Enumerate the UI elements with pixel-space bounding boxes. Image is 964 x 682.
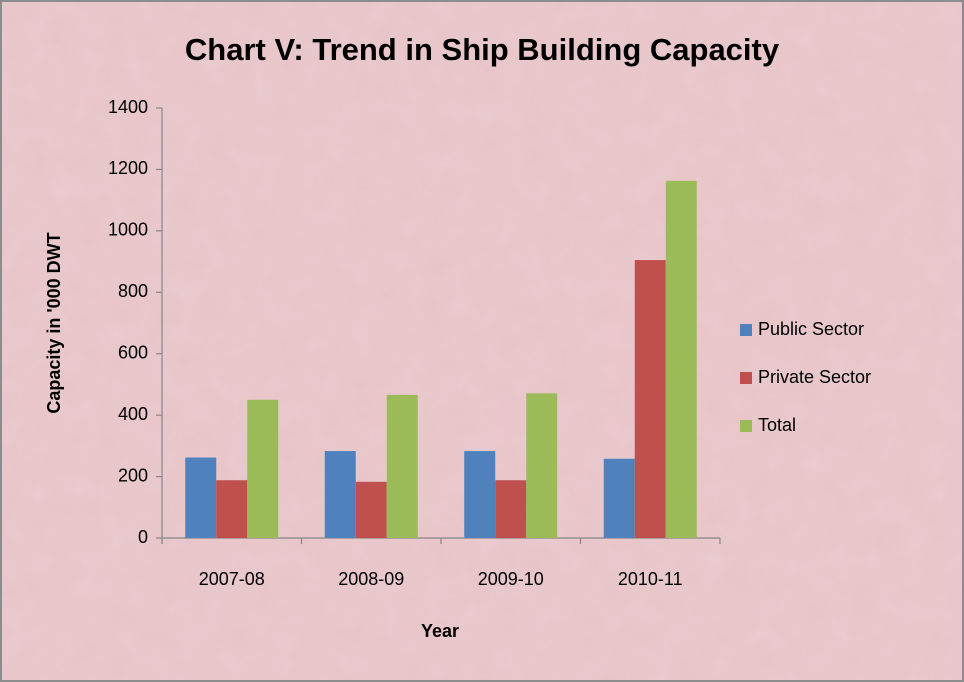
y-tick-label: 400 bbox=[118, 404, 148, 424]
x-tick-label: 2010-11 bbox=[618, 569, 683, 589]
legend-swatch bbox=[740, 420, 752, 432]
y-tick-label: 1400 bbox=[108, 97, 148, 117]
bar bbox=[634, 260, 666, 538]
legend-swatch bbox=[740, 372, 752, 384]
y-tick-label: 1000 bbox=[108, 220, 148, 240]
bar bbox=[324, 451, 356, 538]
y-axis-label: Capacity in '000 DWT bbox=[44, 232, 64, 413]
bar bbox=[386, 394, 418, 538]
bar bbox=[495, 480, 527, 538]
legend-label: Total bbox=[758, 415, 796, 435]
x-axis-label: Year bbox=[421, 621, 459, 641]
chart-title: Chart V: Trend in Ship Building Capacity bbox=[185, 32, 780, 67]
bar bbox=[185, 457, 217, 538]
x-tick-label: 2009-10 bbox=[478, 569, 544, 589]
x-tick-label: 2008-09 bbox=[338, 569, 404, 589]
bar bbox=[464, 451, 496, 538]
bar bbox=[355, 481, 387, 538]
y-tick-label: 600 bbox=[118, 342, 148, 362]
bar bbox=[247, 399, 279, 538]
bar bbox=[216, 480, 248, 538]
legend-swatch bbox=[740, 324, 752, 336]
bar bbox=[526, 393, 558, 538]
y-tick-label: 800 bbox=[118, 281, 148, 301]
x-tick-label: 2007-08 bbox=[199, 569, 265, 589]
bar bbox=[665, 180, 697, 539]
bar bbox=[603, 458, 635, 538]
legend-label: Public Sector bbox=[758, 319, 864, 339]
y-tick-label: 0 bbox=[138, 527, 148, 547]
y-tick-label: 200 bbox=[118, 465, 148, 485]
y-tick-label: 1200 bbox=[108, 158, 148, 178]
legend-label: Private Sector bbox=[758, 367, 871, 387]
